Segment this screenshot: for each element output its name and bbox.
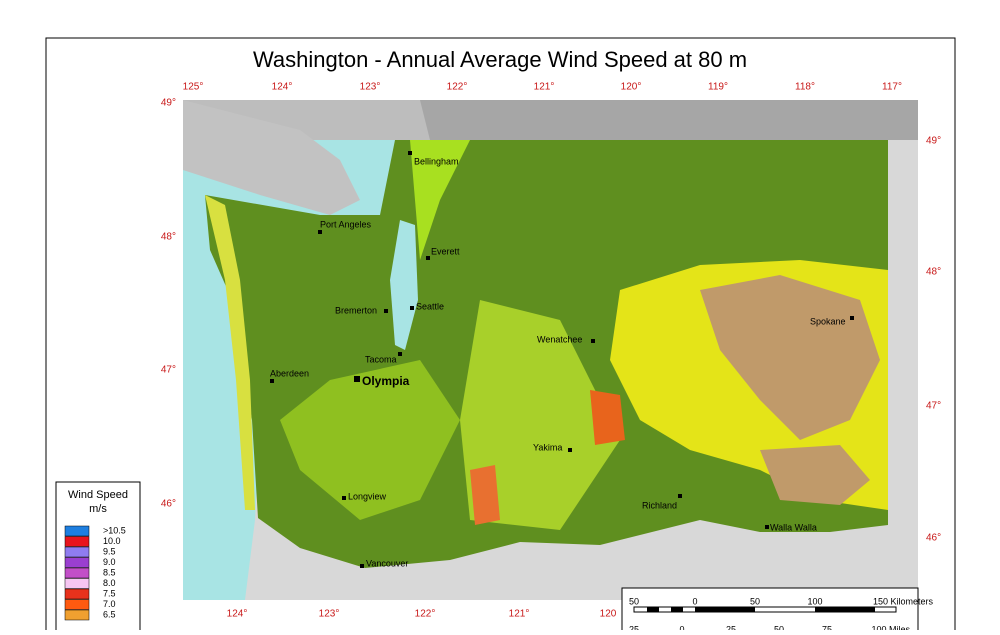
latitude-label: 48° bbox=[926, 267, 941, 278]
map-area bbox=[183, 100, 918, 600]
longitude-label: 121° bbox=[509, 609, 530, 620]
city-marker bbox=[408, 151, 412, 155]
city-marker bbox=[398, 352, 402, 356]
city-label: Wenatchee bbox=[537, 334, 582, 344]
scale-label: 150 Kilometers bbox=[873, 596, 934, 606]
city-marker bbox=[850, 316, 854, 320]
legend-label: 10.0 bbox=[103, 536, 121, 546]
city-label: Aberdeen bbox=[270, 368, 309, 378]
city-marker bbox=[410, 306, 414, 310]
city-marker bbox=[384, 309, 388, 313]
scale-label: 50 bbox=[774, 624, 784, 630]
city-label: Walla Walla bbox=[770, 522, 817, 532]
city-label: Vancouver bbox=[366, 558, 408, 568]
longitude-label: 117° bbox=[882, 82, 902, 93]
city-label: Richland bbox=[642, 500, 677, 510]
city-label: Yakima bbox=[533, 442, 562, 452]
city-marker bbox=[591, 339, 595, 343]
legend-swatch bbox=[64, 578, 90, 589]
city-label: Tacoma bbox=[365, 354, 397, 364]
map-title: Washington - Annual Average Wind Speed a… bbox=[253, 47, 747, 72]
longitude-label: 120° bbox=[621, 82, 642, 93]
city-marker bbox=[354, 376, 360, 382]
latitude-label: 49° bbox=[926, 136, 941, 147]
longitude-label: 122° bbox=[447, 82, 468, 93]
longitude-label: 121° bbox=[534, 82, 555, 93]
city-marker bbox=[678, 494, 682, 498]
city-label: Bellingham bbox=[414, 156, 459, 166]
legend-label: 9.5 bbox=[103, 546, 116, 556]
city-marker bbox=[342, 496, 346, 500]
longitude-label: 125° bbox=[183, 82, 204, 93]
city-label: Longview bbox=[348, 491, 387, 501]
city-marker bbox=[270, 379, 274, 383]
city-label: Olympia bbox=[362, 374, 410, 388]
legend-swatch bbox=[64, 588, 90, 600]
legend-label: 9.0 bbox=[103, 557, 116, 567]
legend-label: >10.5 bbox=[103, 525, 126, 535]
scale-bar bbox=[633, 606, 897, 613]
legend-swatch bbox=[64, 557, 90, 568]
city-label: Port Angeles bbox=[320, 219, 372, 229]
longitude-label: 124° bbox=[272, 82, 293, 93]
city-label: Seattle bbox=[416, 301, 444, 311]
latitude-label: 49° bbox=[161, 98, 176, 109]
latitude-label: 47° bbox=[161, 365, 176, 376]
legend-label: 8.0 bbox=[103, 578, 116, 588]
city-marker bbox=[568, 448, 572, 452]
latitude-label: 46° bbox=[161, 499, 176, 510]
legend-label: 7.5 bbox=[103, 588, 116, 598]
scale-label: 25 bbox=[726, 624, 736, 630]
city-marker bbox=[765, 525, 769, 529]
city-marker bbox=[426, 256, 430, 260]
legend-swatch bbox=[64, 609, 90, 621]
legend-swatch bbox=[64, 546, 90, 558]
scale-label: 100 bbox=[807, 596, 822, 606]
city-label: Bremerton bbox=[335, 305, 377, 315]
legend-title: Wind Speed bbox=[68, 489, 128, 501]
city-marker bbox=[360, 564, 364, 568]
city-label: Spokane bbox=[810, 316, 846, 326]
scale-label: 50 bbox=[629, 596, 639, 606]
legend-label: 7.0 bbox=[103, 599, 116, 609]
graticule-labels: 125° 124° 123° 122° 121° 120° 119° 118° 117° 124°… bbox=[161, 82, 941, 620]
city-marker bbox=[318, 230, 322, 234]
longitude-label: 123° bbox=[360, 82, 381, 93]
scale-label: 100 Miles bbox=[871, 624, 910, 630]
cities: Bellingham Port Angeles Everett Seattle Brem… bbox=[270, 151, 854, 568]
city-label: Everett bbox=[431, 246, 460, 256]
longitude-label: 122° bbox=[415, 609, 436, 620]
legend-swatch bbox=[64, 599, 90, 610]
scale-label: 0 bbox=[692, 596, 697, 606]
legend-swatch bbox=[64, 567, 90, 579]
scale-labels: 50 0 50 100 150 Kilometers 25 0 25 50 75 100 Miles bbox=[629, 596, 934, 634]
scale-label: 25 bbox=[629, 624, 639, 630]
longitude-label: 120 bbox=[600, 609, 617, 620]
longitude-label: 119° bbox=[708, 82, 728, 93]
scale-label: 50 bbox=[750, 596, 760, 606]
legend-label: 8.5 bbox=[103, 567, 116, 577]
legend-label: 6.5 bbox=[103, 609, 116, 619]
scale-label: 0 bbox=[679, 624, 684, 630]
latitude-label: 46° bbox=[926, 533, 941, 544]
latitude-label: 48° bbox=[161, 232, 176, 243]
longitude-label: 118° bbox=[795, 82, 815, 93]
legend: Wind Speed m/s >10.510.09.59.08.58.07.57.0… bbox=[64, 489, 128, 621]
latitude-label: 47° bbox=[926, 401, 941, 412]
longitude-label: 124° bbox=[227, 609, 248, 620]
legend-unit: m/s bbox=[89, 503, 107, 515]
legend-swatch bbox=[64, 536, 90, 547]
legend-swatch bbox=[64, 525, 90, 537]
longitude-label: 123° bbox=[319, 609, 340, 620]
scale-label: 75 bbox=[822, 624, 832, 630]
